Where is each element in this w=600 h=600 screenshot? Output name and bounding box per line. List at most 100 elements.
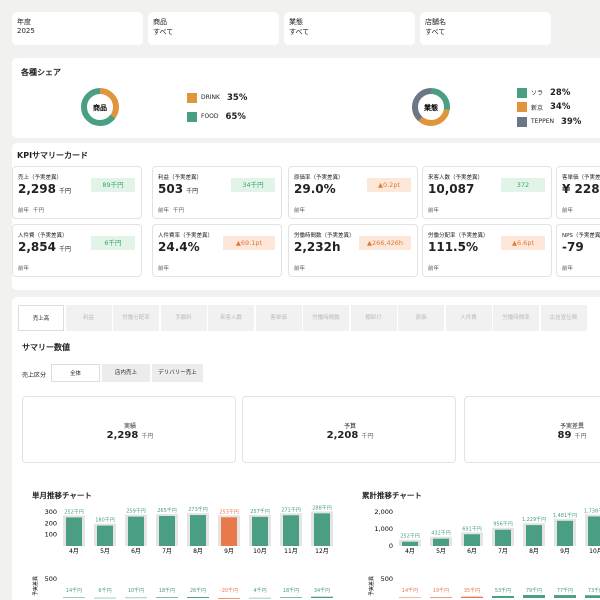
value-label: 18千円 bbox=[283, 587, 299, 594]
bar bbox=[190, 515, 206, 546]
value-label: 273千円 bbox=[188, 506, 208, 513]
kpi-number: ¥ 228 bbox=[562, 182, 600, 196]
summary-label: 予算 bbox=[343, 423, 356, 430]
x-tick-label: 12月 bbox=[315, 548, 329, 555]
kpi-title: 労働分配率（予実差異） bbox=[428, 233, 489, 239]
diff-bar bbox=[218, 598, 240, 599]
kpi-prev: 前年 bbox=[18, 208, 30, 214]
bar bbox=[464, 534, 480, 546]
tab[interactable]: 手数料 bbox=[160, 305, 207, 331]
y-tick-label: 0 bbox=[389, 542, 393, 550]
x-tick-label: 8月 bbox=[193, 548, 203, 555]
kpi-prev: 前年 bbox=[428, 266, 440, 272]
x-tick-label: 10月 bbox=[253, 548, 267, 555]
legend-item: TEPPEN 39% bbox=[517, 116, 582, 127]
value-label: 53千円 bbox=[495, 587, 511, 594]
value-label: 288千円 bbox=[312, 504, 332, 511]
x-tick-label: 5月 bbox=[436, 548, 446, 555]
kpi-unit: 千円 bbox=[58, 246, 71, 253]
segment-button[interactable]: 店内売上 bbox=[102, 364, 150, 382]
value-label: 26千円 bbox=[190, 587, 206, 594]
legend-name: 新京 bbox=[531, 104, 544, 112]
kpi-card: 客単価（予実差異）¥ 228 前年 bbox=[556, 166, 600, 219]
bar bbox=[402, 541, 418, 546]
kpi-number: 10,087 bbox=[428, 182, 475, 196]
x-tick-label: 4月 bbox=[405, 548, 415, 555]
summary-label: 予実差異 bbox=[559, 423, 584, 430]
summary-card: 予実差異 89 千円 bbox=[464, 396, 600, 463]
kpi-card: 売上（予実差異） 2,298 千円 89千円 前年 千円 bbox=[12, 166, 142, 219]
value-label: 10千円 bbox=[128, 587, 144, 594]
filter-label: 年度 bbox=[17, 18, 31, 26]
legend-value: 65% bbox=[225, 111, 246, 122]
tab[interactable]: 利益 bbox=[65, 305, 112, 331]
summary-card: 実績 2,298 千円 bbox=[22, 396, 236, 463]
tab[interactable]: 広告宣伝費 bbox=[540, 305, 587, 331]
tab[interactable]: 人件費 bbox=[445, 305, 492, 331]
segment-button[interactable]: 全体 bbox=[51, 364, 100, 382]
kpi-value: 2,298 千円 bbox=[18, 182, 71, 196]
y-tick-label: 500 bbox=[381, 575, 393, 583]
kpi-badge: ▲266,426h bbox=[359, 236, 411, 250]
bar bbox=[526, 525, 542, 546]
legend-item: DRINK 35% bbox=[187, 92, 247, 103]
kpi-title: NPS（予実差異） bbox=[562, 233, 600, 239]
value-label: 34千円 bbox=[314, 587, 330, 594]
legend-value: 28% bbox=[550, 87, 571, 98]
summary-unit: 千円 bbox=[574, 433, 587, 440]
x-tick-label: 9月 bbox=[560, 548, 570, 555]
kpi-title: 原価率（予実差異） bbox=[294, 175, 344, 181]
kpi-number: 24.4% bbox=[158, 240, 200, 254]
value-label: 77千円 bbox=[557, 587, 573, 594]
legend-swatch bbox=[517, 102, 527, 112]
legend-value: 39% bbox=[560, 116, 582, 127]
summary-number: 89 bbox=[557, 430, 572, 441]
bar bbox=[97, 525, 113, 546]
summary-unit: 千円 bbox=[361, 433, 374, 440]
value-label: 271千円 bbox=[281, 506, 301, 513]
kpi-title: 労働時間数（予実差異） bbox=[294, 233, 355, 239]
kpi-title: 人件費率（予実差異） bbox=[158, 233, 214, 239]
summary-number: 2,298 bbox=[106, 430, 139, 441]
value-label: 180千円 bbox=[95, 517, 115, 524]
kpi-value: 111.5% bbox=[428, 240, 478, 254]
tab[interactable]: 客単価 bbox=[255, 305, 302, 331]
tab[interactable]: 原価 bbox=[398, 305, 444, 331]
legend-name: ソラ bbox=[531, 90, 544, 97]
value-label: 253千円 bbox=[219, 508, 239, 515]
diff-bar bbox=[187, 597, 209, 598]
kpi-prev-value: 千円 bbox=[173, 208, 185, 214]
tab[interactable]: 労働分配率 bbox=[113, 305, 159, 331]
filter[interactable]: 業態 すべて bbox=[284, 12, 415, 45]
bar bbox=[66, 517, 82, 546]
summary-unit: 千円 bbox=[141, 433, 154, 440]
tab[interactable]: 棚卸け bbox=[350, 305, 397, 331]
x-tick-label: 4月 bbox=[69, 548, 79, 555]
value-label: 18千円 bbox=[159, 587, 175, 594]
kpi-prev: 前年 bbox=[294, 266, 306, 272]
filter[interactable]: 年度 2025 bbox=[12, 12, 143, 45]
filter[interactable]: 店舗名 すべて bbox=[420, 12, 551, 45]
value-label: 79千円 bbox=[526, 587, 542, 594]
tab[interactable]: 売上高 bbox=[18, 305, 64, 331]
tab[interactable]: 労働時間率 bbox=[493, 305, 539, 331]
filter-value: 2025 bbox=[17, 27, 35, 35]
section-title: サマリー数値 bbox=[22, 343, 70, 352]
value-label: 14千円 bbox=[66, 587, 82, 594]
donut-segment bbox=[412, 88, 450, 126]
value-label: -20千円 bbox=[220, 587, 238, 594]
filter-value: すべて bbox=[153, 28, 174, 36]
filter[interactable]: 商品 すべて bbox=[148, 12, 279, 45]
y-tick-label: 2,000 bbox=[374, 508, 393, 516]
kpi-badge: ▲6.6pt bbox=[501, 236, 545, 250]
value-label: 1,738千円 bbox=[584, 507, 600, 514]
diff-bar bbox=[280, 597, 302, 598]
bar bbox=[433, 538, 449, 546]
x-tick-label: 6月 bbox=[467, 548, 477, 555]
tab[interactable]: 来客人数 bbox=[208, 305, 254, 331]
tab[interactable]: 労働時間数 bbox=[303, 305, 349, 331]
kpi-badge: 34千円 bbox=[231, 178, 275, 192]
bar bbox=[495, 529, 511, 546]
segment-button[interactable]: デリバリー売上 bbox=[152, 364, 203, 382]
kpi-badge: 89千円 bbox=[91, 178, 135, 192]
